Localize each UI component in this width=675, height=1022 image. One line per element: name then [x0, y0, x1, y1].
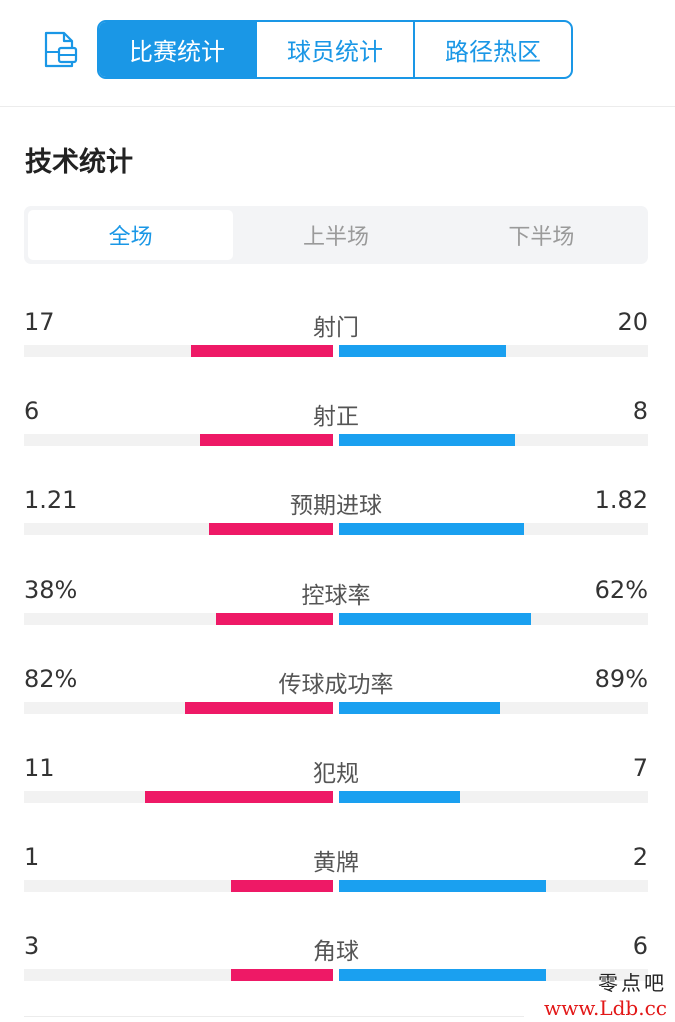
watermark-text: 零点吧 [598, 971, 667, 995]
home-bar-track [24, 880, 333, 892]
tab-heatmap[interactable]: 路径热区 [413, 22, 571, 77]
away-bar [339, 523, 524, 535]
home-bar-track [24, 969, 333, 981]
away-bar-track [339, 613, 648, 625]
home-bar [145, 791, 333, 803]
home-value: 11 [24, 754, 55, 782]
home-bar-track [24, 345, 333, 357]
home-bar [209, 523, 333, 535]
stat-row: 82% 传球成功率 89% [24, 665, 648, 735]
tab-player-stats[interactable]: 球员统计 [255, 22, 413, 77]
stat-row: 1.21 预期进球 1.82 [24, 486, 648, 556]
away-bar-track [339, 791, 648, 803]
home-bar [191, 345, 333, 357]
stat-label: 角球 [313, 939, 359, 965]
stat-label: 射正 [313, 404, 359, 430]
away-value: 8 [632, 397, 648, 425]
tab-full-match[interactable]: 全场 [28, 210, 234, 260]
stat-row: 1 黄牌 2 [24, 843, 648, 913]
home-bar [231, 969, 333, 981]
away-bar [339, 345, 506, 357]
home-value: 82% [24, 665, 78, 693]
away-bar-track [339, 880, 648, 892]
away-bar [339, 702, 500, 714]
home-value: 3 [24, 932, 40, 960]
home-bar-track [24, 434, 333, 446]
stat-row: 3 角球 6 [24, 932, 648, 1002]
away-value: 89% [594, 665, 648, 693]
stat-label: 传球成功率 [278, 672, 394, 698]
home-bar [216, 613, 333, 625]
home-value: 6 [24, 397, 40, 425]
stat-row: 6 射正 8 [24, 397, 648, 467]
stat-label: 控球率 [301, 583, 371, 609]
stat-row: 17 射门 20 [24, 308, 648, 378]
view-segmented-control: 比赛统计 球员统计 路径热区 [97, 20, 573, 79]
home-value: 17 [24, 308, 55, 336]
stat-label: 射门 [313, 315, 359, 341]
stat-label: 犯规 [313, 761, 359, 787]
away-bar-track [339, 969, 648, 981]
home-bar [231, 880, 333, 892]
away-value: 1.82 [594, 486, 648, 514]
stat-row: 38% 控球率 62% [24, 576, 648, 646]
away-bar [339, 880, 546, 892]
document-layout-icon[interactable] [40, 30, 78, 70]
watermark-logo: 零点吧 www.Ldb.cc [544, 967, 667, 1020]
stat-row: 11 犯规 7 [24, 754, 648, 824]
away-bar [339, 613, 531, 625]
away-bar [339, 434, 515, 446]
away-bar [339, 791, 460, 803]
away-bar-track [339, 523, 648, 535]
stat-label: 预期进球 [290, 493, 382, 519]
away-value: 20 [617, 308, 648, 336]
home-bar-track [24, 613, 333, 625]
tab-first-half[interactable]: 上半场 [302, 225, 369, 250]
period-tabs: 全场 上半场 下半场 [24, 206, 648, 264]
home-value: 1 [24, 843, 40, 871]
tab-match-stats[interactable]: 比赛统计 [99, 22, 255, 77]
home-bar-track [24, 702, 333, 714]
stat-label: 黄牌 [313, 850, 359, 876]
away-bar-track [339, 702, 648, 714]
watermark-url: www.Ldb.cc [544, 996, 667, 1020]
away-bar [339, 969, 546, 981]
divider [24, 1016, 524, 1017]
home-value: 1.21 [24, 486, 78, 514]
away-bar-track [339, 434, 648, 446]
home-bar-track [24, 523, 333, 535]
away-value: 2 [632, 843, 648, 871]
section-title: 技术统计 [25, 147, 133, 178]
top-bar: 比赛统计 球员统计 路径热区 [0, 0, 675, 107]
tab-second-half[interactable]: 下半场 [508, 225, 575, 250]
home-bar [200, 434, 333, 446]
away-bar-track [339, 345, 648, 357]
away-value: 6 [632, 932, 648, 960]
home-bar-track [24, 791, 333, 803]
home-bar [185, 702, 333, 714]
home-value: 38% [24, 576, 78, 604]
away-value: 7 [632, 754, 648, 782]
away-value: 62% [594, 576, 648, 604]
